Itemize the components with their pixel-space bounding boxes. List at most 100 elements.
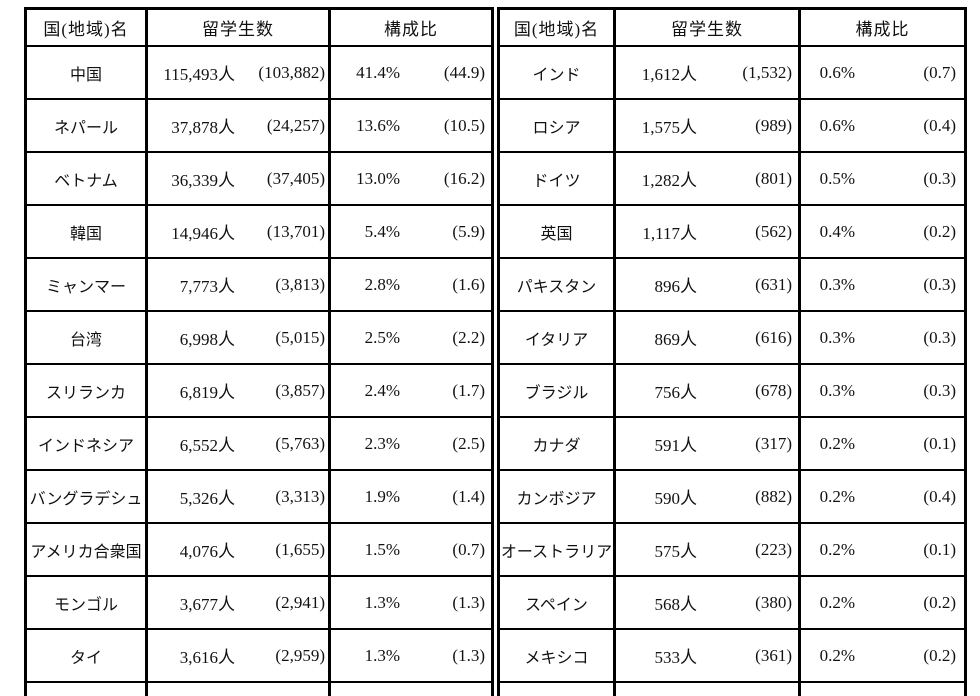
ratio-percent: 2.8%: [364, 274, 400, 294]
ratio-percent: 1.3%: [364, 645, 400, 665]
composition-ratio-cell: 0.6% (0.4): [801, 100, 964, 151]
students-paren-value: (3,313): [275, 486, 325, 506]
composition-ratio-cell: 0.2% (0.2): [801, 577, 964, 628]
students-count-cell: [616, 683, 798, 696]
ratio-percent: 0.2%: [819, 486, 855, 506]
students-count: 3,677人: [179, 595, 235, 614]
students-paren-value: (103,882): [258, 62, 325, 82]
ratio-percent: 41.4%: [356, 62, 400, 82]
country-name-cell: ネパール: [27, 100, 145, 151]
students-paren-value: (5,015): [275, 327, 325, 347]
students-count: 590人: [654, 489, 698, 508]
students-count-cell: 1,575人 (989): [616, 100, 798, 151]
students-count-cell: 1,282人 (801): [616, 153, 798, 204]
students-paren-value: (631): [755, 274, 792, 294]
students-table-right: 国(地域)名 留学生数 構成比 インド 1,612人 (1,532) 0.6% …: [497, 7, 967, 696]
students-paren-value: (37,405): [266, 168, 325, 188]
students-count-cell: 568人 (380): [616, 577, 798, 628]
ratio-percent: 0.2%: [819, 433, 855, 453]
ratio-percent: 0.2%: [819, 592, 855, 612]
ratio-paren-value: (0.7): [923, 62, 956, 82]
composition-ratio-cell: 0.6% (0.7): [801, 47, 964, 98]
students-count: 115,493人: [163, 65, 235, 84]
students-count-cell: 591人 (317): [616, 418, 798, 469]
ratio-percent: 2.3%: [364, 433, 400, 453]
country-name-cell: モンゴル: [27, 577, 145, 628]
ratio-paren-value: (2.2): [452, 327, 485, 347]
ratio-percent: 5.4%: [364, 221, 400, 241]
ratio-paren-value: (0.7): [452, 539, 485, 559]
ratio-percent: 2.4%: [364, 380, 400, 400]
students-count-cell: 1,117人 (562): [616, 206, 798, 257]
ratio-percent: 0.6%: [819, 62, 855, 82]
students-count-cell: 3,616人 (2,959): [148, 630, 328, 681]
students-count: 1,575人: [641, 118, 697, 137]
ratio-percent: 0.4%: [819, 221, 855, 241]
students-count-cell: 4,076人 (1,655): [148, 524, 328, 575]
students-count: 575人: [654, 542, 698, 561]
ratio-percent: 13.0%: [356, 168, 400, 188]
country-name-cell: ミャンマー: [27, 259, 145, 310]
students-paren-value: (989): [755, 115, 792, 135]
ratio-percent: 0.3%: [819, 380, 855, 400]
country-name-cell: オーストラリア: [500, 524, 613, 575]
students-count: 36,339人: [171, 171, 235, 190]
ratio-paren-value: (0.4): [923, 115, 956, 135]
students-count-cell: 6,998人 (5,015): [148, 312, 328, 363]
students-paren-value: (5,763): [275, 433, 325, 453]
ratio-paren-value: (0.4): [923, 486, 956, 506]
composition-ratio-cell: 0.2% (0.1): [801, 418, 964, 469]
ratio-percent: 13.6%: [356, 115, 400, 135]
composition-ratio-cell: [801, 683, 964, 696]
ratio-paren-value: (2.5): [452, 433, 485, 453]
students-count: 1,282人: [641, 171, 697, 190]
students-paren-value: (3,857): [275, 380, 325, 400]
ratio-percent: 0.5%: [819, 168, 855, 188]
ratio-percent: 1.3%: [364, 592, 400, 612]
ratio-paren-value: (0.2): [923, 592, 956, 612]
students-paren-value: (223): [755, 539, 792, 559]
students-count-cell: 533人 (361): [616, 630, 798, 681]
students-count: 7,773人: [179, 277, 235, 296]
composition-ratio-cell: 5.4% (5.9): [331, 206, 491, 257]
ratio-paren-value: (0.3): [923, 274, 956, 294]
composition-ratio-cell: 2.8% (1.6): [331, 259, 491, 310]
students-count: 896人: [654, 277, 698, 296]
students-count-cell: 6,819人 (3,857): [148, 365, 328, 416]
students-count: 3,616人: [179, 648, 235, 667]
students-count: 6,998人: [179, 330, 235, 349]
ratio-paren-value: (0.3): [923, 327, 956, 347]
ratio-percent: 0.2%: [819, 645, 855, 665]
country-name-cell: インドネシア: [27, 418, 145, 469]
composition-ratio-cell: 13.6% (10.5): [331, 100, 491, 151]
students-count: 1,117人: [642, 224, 697, 243]
country-name-cell: [27, 683, 145, 696]
students-table-left: 国(地域)名 留学生数 構成比 中国 115,493人 (103,882) 41…: [24, 7, 494, 696]
ratio-paren-value: (0.3): [923, 168, 956, 188]
ratio-percent: 0.3%: [819, 274, 855, 294]
ratio-percent: 1.9%: [364, 486, 400, 506]
ratio-percent: 1.5%: [364, 539, 400, 559]
students-paren-value: (616): [755, 327, 792, 347]
composition-ratio-cell: 0.3% (0.3): [801, 259, 964, 310]
ratio-paren-value: (16.2): [443, 168, 485, 188]
ratio-paren-value: (0.3): [923, 380, 956, 400]
composition-ratio-cell: 0.2% (0.2): [801, 630, 964, 681]
ratio-paren-value: (1.3): [452, 592, 485, 612]
composition-ratio-cell: 0.2% (0.1): [801, 524, 964, 575]
students-count-cell: 896人 (631): [616, 259, 798, 310]
ratio-paren-value: (0.1): [923, 433, 956, 453]
students-count-cell: 115,493人 (103,882): [148, 47, 328, 98]
students-paren-value: (3,813): [275, 274, 325, 294]
students-count-cell: 756人 (678): [616, 365, 798, 416]
students-count: 37,878人: [171, 118, 235, 137]
country-name-cell: ドイツ: [500, 153, 613, 204]
composition-ratio-cell: 1.5% (0.7): [331, 524, 491, 575]
students-paren-value: (678): [755, 380, 792, 400]
country-name-cell: バングラデシュ: [27, 471, 145, 522]
country-name-cell: 英国: [500, 206, 613, 257]
composition-ratio-cell: [331, 683, 491, 696]
students-count: 5,326人: [179, 489, 235, 508]
country-name-cell: ロシア: [500, 100, 613, 151]
